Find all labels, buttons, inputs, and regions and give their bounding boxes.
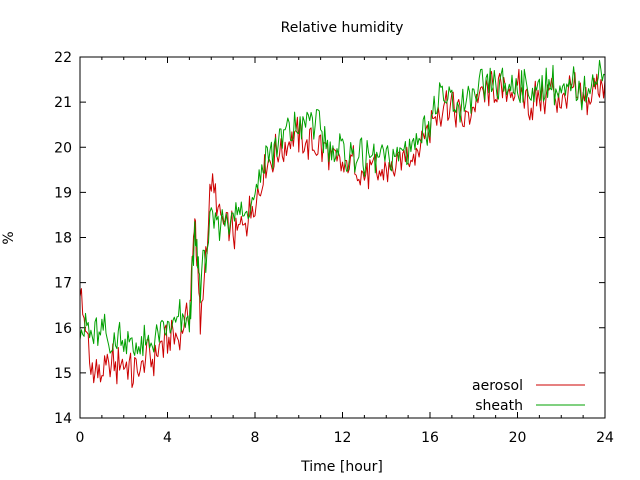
series-line-sheath — [79, 59, 606, 357]
x-tick-label-2: 8 — [251, 430, 260, 446]
x-tick-label-6: 24 — [596, 430, 614, 446]
chart-title: Relative humidity — [281, 20, 404, 36]
y-tick-label-0: 14 — [54, 411, 72, 427]
x-tick-label-3: 12 — [334, 430, 352, 446]
legend: aerosol sheath — [472, 378, 585, 414]
y-tick-label-3: 17 — [54, 276, 72, 292]
y-axis-title: % — [1, 231, 17, 244]
y-tick-label-5: 19 — [54, 185, 72, 201]
legend-label-sheath: sheath — [475, 398, 523, 414]
y-tick-label-2: 16 — [54, 321, 72, 337]
y-tick-label-7: 21 — [54, 95, 72, 111]
x-axis-title: Time [hour] — [300, 459, 383, 475]
y-tick-label-4: 18 — [54, 231, 72, 247]
plot-frame — [79, 56, 606, 419]
legend-label-aerosol: aerosol — [472, 378, 523, 394]
y-tick-label-6: 20 — [54, 140, 72, 156]
y-tick-label-1: 15 — [54, 366, 72, 382]
x-tick-label-4: 16 — [421, 430, 439, 446]
y-tick-label-8: 22 — [54, 50, 72, 66]
axis-ticks: 0 4 8 12 16 20 24 14 15 16 17 18 19 20 21 22 — [54, 50, 614, 446]
x-tick-label-5: 20 — [509, 430, 527, 446]
series-layer — [79, 59, 606, 388]
x-tick-label-1: 4 — [163, 430, 172, 446]
x-tick-label-0: 0 — [76, 430, 85, 446]
